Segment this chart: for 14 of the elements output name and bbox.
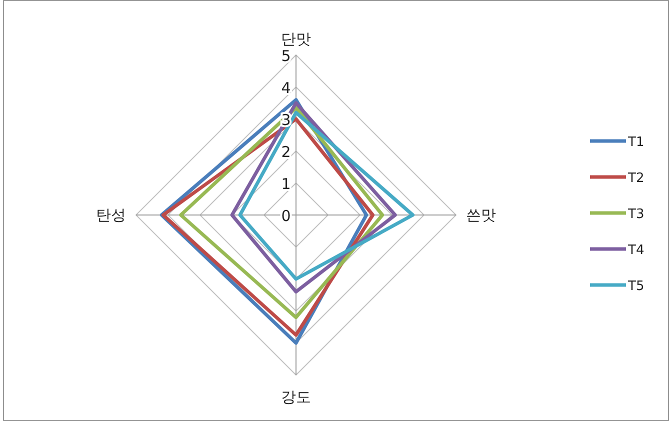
legend-label: T4	[627, 243, 644, 258]
legend-label: T5	[627, 279, 644, 294]
legend-label: T1	[627, 135, 644, 150]
spoke-label: 쓴맛	[466, 206, 496, 224]
spoke-label: 강도	[281, 388, 311, 406]
y-tick-label: 4	[281, 79, 291, 97]
y-tick-label: 0	[281, 207, 291, 225]
spoke-label: 단맛	[281, 30, 311, 48]
y-tick-label: 1	[281, 175, 291, 193]
legend-label: T2	[627, 171, 644, 186]
y-tick-label: 5	[281, 47, 291, 65]
spoke-label: 탄성	[96, 206, 126, 224]
y-tick-label: 2	[281, 143, 291, 161]
legend-label: T3	[627, 207, 644, 222]
